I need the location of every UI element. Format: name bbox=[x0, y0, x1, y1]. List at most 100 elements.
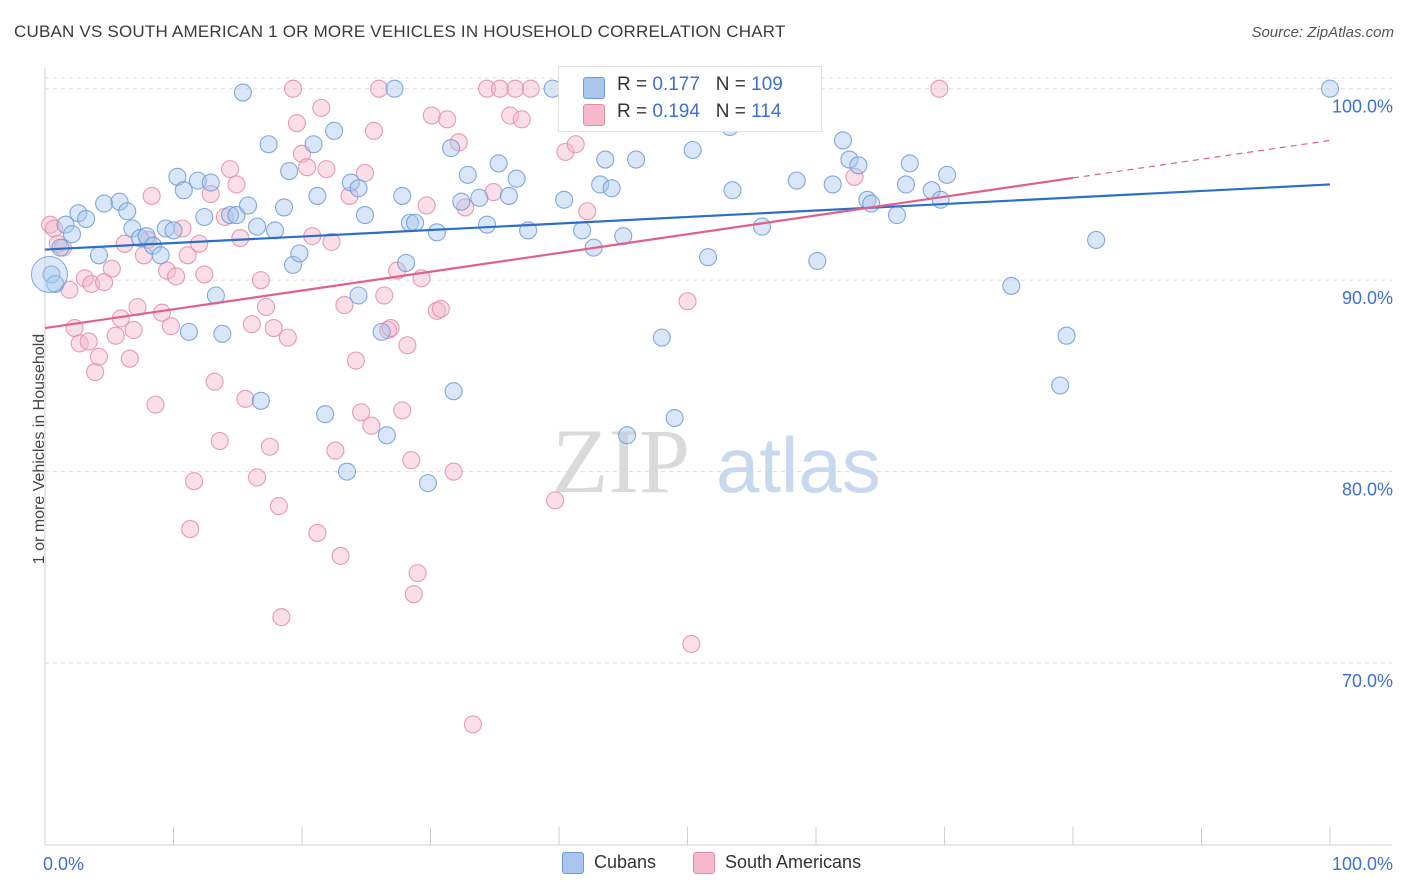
legend-text-south-americans: R = 0.194 N = 114 bbox=[617, 101, 782, 122]
cubans-point bbox=[627, 150, 646, 169]
south-americans-point bbox=[272, 608, 291, 627]
cubans-point bbox=[823, 175, 842, 194]
south-americans-point bbox=[422, 106, 441, 125]
legend-text-cubans: R = 0.177 N = 109 bbox=[617, 74, 783, 95]
y-tick-label: 100.0% bbox=[1332, 97, 1393, 117]
south-americans-point bbox=[438, 110, 457, 129]
cubans-point bbox=[652, 328, 671, 347]
south-americans-point bbox=[264, 318, 283, 338]
cubans-point bbox=[397, 253, 416, 273]
bottom-legend-label-south-americans: South Americans bbox=[725, 852, 862, 872]
cubans-point bbox=[507, 169, 526, 188]
cubans-point bbox=[164, 221, 183, 240]
south-americans-point bbox=[364, 121, 384, 140]
legend-swatch-south-americans bbox=[583, 104, 605, 126]
south-americans-point bbox=[566, 135, 585, 154]
source-label: Source: ZipAtlas.com bbox=[1251, 24, 1394, 41]
cubans-point bbox=[808, 251, 827, 271]
south-americans-point bbox=[283, 79, 303, 98]
south-americans-point bbox=[86, 363, 105, 382]
chart-title: CUBAN VS SOUTH AMERICAN 1 OR MORE VEHICL… bbox=[14, 22, 786, 41]
cubans-point bbox=[1320, 79, 1340, 98]
cubans-point bbox=[787, 171, 806, 190]
south-americans-point bbox=[362, 416, 381, 435]
cubans-point bbox=[618, 426, 637, 445]
cubans-point bbox=[596, 150, 615, 169]
cubans-point bbox=[247, 217, 267, 236]
cubans-point bbox=[46, 274, 65, 294]
cubans-point bbox=[274, 198, 294, 217]
cubans-point bbox=[489, 154, 508, 173]
south-americans-point bbox=[930, 79, 949, 98]
south-americans-point bbox=[120, 349, 139, 368]
south-americans-point bbox=[417, 196, 436, 215]
south-americans-point bbox=[381, 318, 400, 338]
x-tick-label: 0.0% bbox=[43, 854, 84, 874]
south-americans-point bbox=[89, 347, 109, 366]
south-americans-point bbox=[317, 160, 336, 179]
cubans-point bbox=[1051, 376, 1070, 395]
south-americans-point bbox=[578, 202, 597, 221]
south-americans-point bbox=[44, 219, 64, 238]
south-americans-point bbox=[247, 468, 267, 487]
cubans-point bbox=[418, 474, 437, 493]
cubans-point bbox=[458, 165, 477, 184]
cubans-point bbox=[699, 248, 718, 267]
tick-labels: 100.0% 90.0% 80.0% 70.0% 0.0% 100.0% bbox=[43, 97, 1393, 874]
south-americans-point bbox=[335, 296, 354, 315]
cubans-point bbox=[1057, 326, 1076, 345]
south-americans-point bbox=[393, 401, 412, 420]
south-americans-point bbox=[298, 158, 317, 177]
cubans-point bbox=[900, 154, 919, 173]
cubans-point bbox=[385, 79, 404, 98]
south-americans-point bbox=[556, 142, 575, 161]
cubans-point bbox=[573, 221, 592, 240]
south-americans-point bbox=[195, 265, 214, 284]
cubans-point bbox=[1002, 276, 1021, 295]
south-americans-point bbox=[398, 336, 417, 355]
south-americans-point bbox=[251, 271, 270, 290]
south-americans-point bbox=[402, 451, 421, 470]
cubans-point bbox=[337, 462, 357, 481]
cubans-point bbox=[220, 206, 240, 225]
cubans-point bbox=[62, 225, 82, 244]
south-americans-point bbox=[346, 351, 366, 370]
axes bbox=[44, 68, 1392, 846]
south-americans-point bbox=[477, 79, 497, 98]
cubans-point bbox=[308, 186, 327, 205]
cubans-point bbox=[938, 165, 957, 184]
cubans-point bbox=[896, 175, 916, 194]
cubans-point bbox=[118, 202, 137, 221]
cubans-point bbox=[452, 192, 471, 211]
y-tick-label: 70.0% bbox=[1342, 671, 1393, 691]
cubans-point bbox=[195, 207, 214, 227]
cubans-point bbox=[201, 173, 220, 192]
south-americans-point bbox=[308, 523, 327, 542]
south-americans-point bbox=[124, 320, 143, 340]
cubans-point bbox=[283, 255, 303, 274]
cubans-point bbox=[325, 121, 344, 140]
south-americans-point bbox=[678, 292, 697, 311]
south-americans-point bbox=[408, 564, 427, 583]
south-americans-point bbox=[322, 232, 341, 251]
south-americans-point bbox=[205, 372, 224, 391]
cubans-point bbox=[444, 382, 463, 401]
watermark-zip: ZIP bbox=[552, 410, 690, 512]
south-americans-point bbox=[431, 299, 450, 318]
cubans-point bbox=[887, 206, 907, 225]
cubans-point bbox=[233, 83, 252, 102]
south-americans-point bbox=[190, 234, 209, 253]
south-americans-point bbox=[106, 326, 125, 345]
south-americans-point bbox=[501, 106, 520, 125]
south-americans-point bbox=[312, 98, 331, 117]
cubans-point bbox=[349, 286, 368, 305]
cubans-point bbox=[377, 426, 396, 445]
bottom-legend-swatch-cubans bbox=[562, 852, 584, 874]
south-americans-point bbox=[490, 79, 509, 98]
cubans-point bbox=[179, 322, 198, 341]
south-americans-point bbox=[512, 110, 531, 129]
cubans-point bbox=[143, 236, 162, 255]
cubans-point bbox=[355, 206, 375, 225]
south-americans-point bbox=[404, 585, 423, 604]
